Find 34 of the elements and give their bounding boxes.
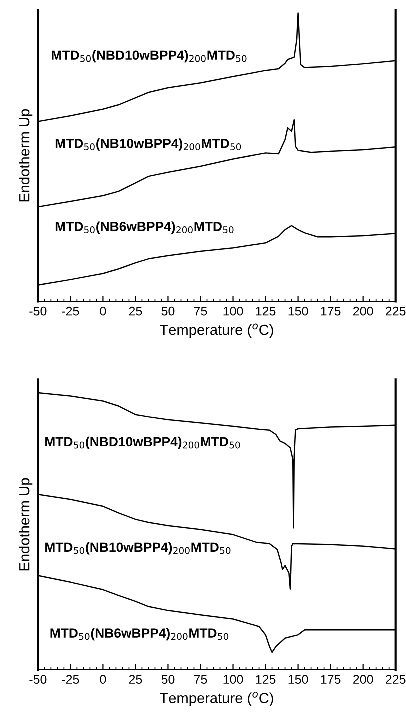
x-tick-label: -25 bbox=[62, 306, 80, 316]
x-tick-label: 125 bbox=[256, 675, 276, 684]
x-tick-label: 75 bbox=[194, 307, 208, 316]
x-tick-label: -25 bbox=[62, 675, 80, 684]
x-tick-label: 175 bbox=[321, 675, 341, 684]
x-tick-label: 0 bbox=[100, 675, 106, 684]
series-label: MTD$_{50}$(NB10wBPP4)$_{200}$MTD$_{50}$ bbox=[56, 138, 242, 151]
x-tick-label: 25 bbox=[129, 675, 142, 684]
x-axis-title: Temperature ($^{o}$C) bbox=[160, 692, 274, 706]
x-tick-label: -50 bbox=[30, 306, 47, 316]
x-tick-label: 25 bbox=[129, 306, 142, 316]
series-label: MTD$_{50}$(NBD10wBPP4)$_{200}$MTD$_{50}$ bbox=[46, 436, 240, 450]
x-tick-label: 175 bbox=[321, 307, 341, 316]
series-label: MTD$_{50}$(NB6wBPP4)$_{200}$MTD$_{50}$ bbox=[50, 628, 229, 641]
x-tick-label: 75 bbox=[194, 675, 208, 684]
y-axis-title: Endotherm Up bbox=[19, 478, 33, 571]
x-tick-label: -50 bbox=[30, 675, 47, 684]
x-tick-label: 150 bbox=[288, 306, 308, 316]
series-label: MTD$_{50}$(NBD10wBPP4)$_{200}$MTD$_{50}$ bbox=[52, 50, 247, 63]
x-tick-label: 150 bbox=[288, 675, 308, 684]
y-axis-title: Endotherm Up bbox=[19, 109, 33, 202]
x-tick-label: 200 bbox=[354, 306, 374, 316]
x-tick-label: 0 bbox=[100, 306, 106, 316]
x-tick-label: 125 bbox=[256, 306, 276, 316]
series-label: MTD$_{50}$(NB6wBPP4)$_{200}$MTD$_{50}$ bbox=[56, 222, 234, 234]
x-axis-title: Temperature ($^{o}$C) bbox=[160, 324, 274, 338]
x-tick-label: 50 bbox=[162, 306, 175, 316]
x-tick-label: 225 bbox=[386, 675, 406, 684]
x-tick-label: 50 bbox=[162, 675, 175, 684]
x-tick-label: 100 bbox=[224, 306, 244, 316]
series-label: MTD$_{50}$(NB10wBPP4)$_{200}$MTD$_{50}$ bbox=[46, 542, 231, 555]
x-tick-label: 200 bbox=[354, 675, 374, 684]
x-tick-label: 100 bbox=[224, 675, 244, 684]
x-tick-label: 225 bbox=[386, 306, 406, 316]
